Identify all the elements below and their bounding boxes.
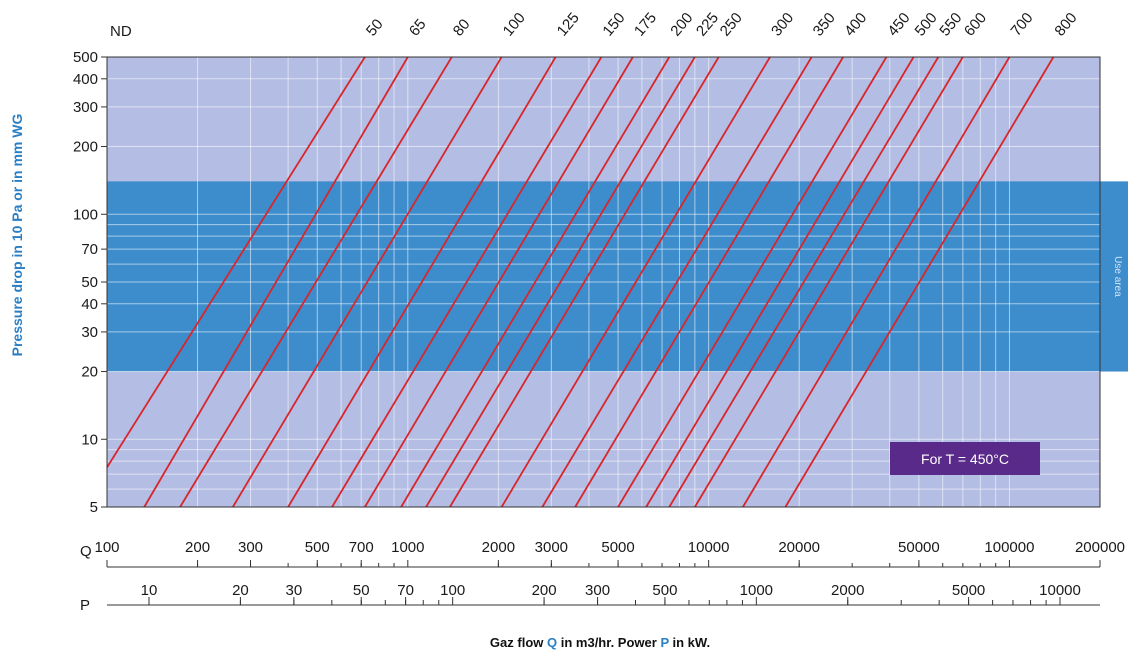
p-tick-label: 50 [353, 582, 370, 599]
q-tick-label: 1000 [391, 539, 424, 556]
y-tick-label: 5 [90, 499, 98, 516]
q-tick-label: 100 [94, 539, 119, 556]
title-p: P [660, 635, 669, 650]
p-tick-label: 300 [585, 582, 610, 599]
series-line [668, 56, 940, 508]
series-line [645, 56, 915, 508]
nd-series-label: 450 [884, 9, 913, 39]
y-tick-label: 30 [81, 324, 98, 341]
p-tick-label: 70 [397, 582, 414, 599]
p-tick-label: 2000 [831, 582, 864, 599]
chart-title: Gaz flow Q in m3/hr. Power P in kW. [490, 635, 710, 650]
nd-series-label: 600 [961, 9, 990, 39]
series-line [232, 56, 503, 508]
nd-series-label: 500 [912, 9, 941, 39]
q-tick-label: 20000 [778, 539, 820, 556]
series-line [179, 56, 453, 508]
q-tick-label: 10000 [688, 539, 730, 556]
y-tick-label: 400 [73, 71, 98, 88]
series-line [143, 56, 409, 508]
p-tick-label: 30 [286, 582, 303, 599]
nd-series-label: 225 [693, 9, 722, 39]
series-line [541, 56, 813, 508]
use-area-band [107, 181, 1128, 372]
q-tick-label: 300 [238, 539, 263, 556]
p-tick-label: 500 [652, 582, 677, 599]
q-tick-label: 100000 [984, 539, 1034, 556]
nd-series-label: 200 [667, 9, 696, 39]
q-tick-label: 200 [185, 539, 210, 556]
nd-series-label: 100 [500, 9, 529, 39]
nd-series-label: 550 [936, 9, 965, 39]
nd-series-label: 400 [841, 9, 870, 39]
y-tick-label: 500 [73, 49, 98, 66]
temperature-note: For T = 450°C [921, 451, 1009, 467]
q-axis-label: Q [80, 543, 92, 560]
y-tick-label: 300 [73, 99, 98, 116]
series-line [694, 56, 964, 508]
y-tick-label: 70 [81, 241, 98, 258]
q-tick-label: 700 [349, 539, 374, 556]
nd-series-label: 800 [1051, 9, 1080, 39]
nd-series-label: 350 [810, 9, 839, 39]
series-line [106, 56, 366, 468]
y-tick-label: 200 [73, 139, 98, 156]
q-tick-label: 3000 [535, 539, 568, 556]
p-axis-label: P [80, 597, 90, 614]
title-prefix: Gaz flow [490, 635, 547, 650]
series-line [400, 56, 671, 508]
series-line [364, 56, 634, 508]
y-tick-label: 50 [81, 274, 98, 291]
p-tick-label: 200 [532, 582, 557, 599]
title-p-text: in kW. [673, 635, 711, 650]
nd-series-label: 65 [406, 16, 430, 40]
series-line [784, 56, 1055, 508]
y-axis-label: Pressure drop in 10 Pa or in mm WG [9, 114, 25, 357]
nd-label: ND [110, 23, 132, 40]
nd-series-label: 700 [1007, 9, 1036, 39]
p-tick-label: 10 [141, 582, 158, 599]
nd-series-label: 150 [599, 9, 628, 39]
p-tick-label: 100 [440, 582, 465, 599]
series-line [500, 56, 771, 508]
y-tick-label: 100 [73, 206, 98, 223]
series-line [287, 56, 557, 508]
y-tick-label: 10 [81, 431, 98, 448]
nd-series-label: 175 [631, 9, 660, 39]
nd-series-label: 300 [768, 9, 797, 39]
series-line [425, 56, 696, 508]
series-line [331, 56, 603, 508]
series-line [574, 56, 844, 508]
series-line [617, 56, 888, 508]
nd-series-label: 125 [554, 9, 583, 39]
q-tick-label: 50000 [898, 539, 940, 556]
nd-series-label: 50 [363, 16, 387, 40]
nd-series-label: 80 [450, 16, 474, 40]
use-area-label: Use area [1112, 256, 1123, 297]
nd-series-label: 250 [717, 9, 746, 39]
q-tick-label: 200000 [1075, 539, 1125, 556]
q-tick-label: 5000 [601, 539, 634, 556]
q-tick-label: 500 [305, 539, 330, 556]
y-tick-label: 40 [81, 296, 98, 313]
series-line [742, 56, 1011, 508]
p-tick-label: 20 [232, 582, 249, 599]
series-line [449, 56, 720, 508]
p-tick-label: 5000 [952, 582, 985, 599]
y-tick-label: 20 [81, 364, 98, 381]
p-tick-label: 10000 [1039, 582, 1081, 599]
title-q: Q [547, 635, 557, 650]
title-q-text: in m3/hr. Power [561, 635, 661, 650]
q-tick-label: 2000 [482, 539, 515, 556]
p-tick-label: 1000 [740, 582, 773, 599]
temperature-note-box [890, 442, 1040, 475]
